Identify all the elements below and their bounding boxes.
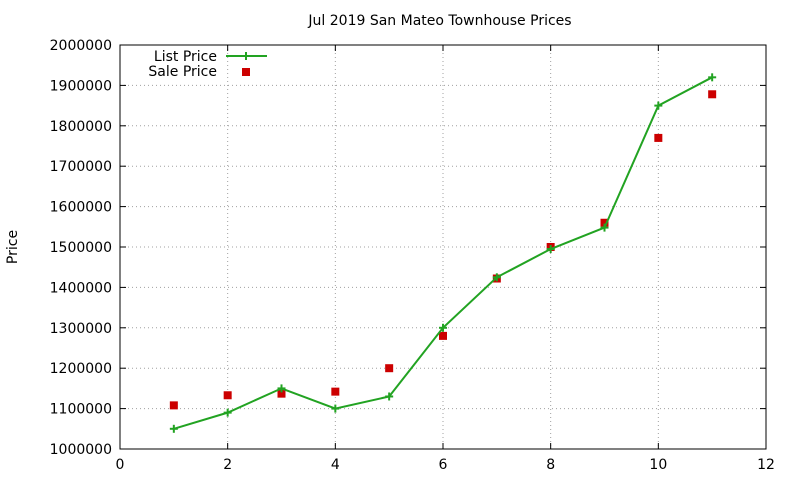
legend-label-sale-price: Sale Price bbox=[148, 64, 217, 80]
y-tick-label: 1900000 bbox=[50, 78, 112, 94]
legend-swatch-list-price-marker bbox=[242, 52, 250, 60]
x-tick-label: 4 bbox=[331, 457, 340, 473]
x-tick-label: 12 bbox=[757, 457, 775, 473]
sale-price-point bbox=[169, 401, 178, 410]
y-tick-label: 2000000 bbox=[50, 38, 112, 54]
list-price-point bbox=[385, 392, 394, 401]
x-tick-label: 2 bbox=[223, 457, 232, 473]
list-price-point bbox=[600, 223, 609, 232]
sale-price-point bbox=[223, 391, 232, 400]
list-price-point bbox=[169, 424, 178, 433]
list-price-point bbox=[546, 245, 555, 254]
chart-title: Jul 2019 San Mateo Townhouse Prices bbox=[307, 13, 571, 29]
x-tick-label: 10 bbox=[649, 457, 667, 473]
grid-lines bbox=[120, 45, 766, 449]
legend-label-list-price: List Price bbox=[154, 49, 217, 65]
y-tick-label: 1700000 bbox=[50, 159, 112, 175]
list-price-point bbox=[654, 101, 663, 110]
y-tick-label: 1300000 bbox=[50, 321, 112, 337]
y-tick-label: 1200000 bbox=[50, 361, 112, 377]
list-price-point bbox=[223, 408, 232, 417]
list-price-point bbox=[439, 323, 447, 332]
y-tick-label: 1600000 bbox=[50, 200, 112, 216]
plot-area bbox=[169, 73, 717, 433]
sale-price-point bbox=[708, 90, 717, 99]
list-price-point bbox=[492, 273, 501, 282]
y-tick-label: 1100000 bbox=[50, 402, 112, 418]
legend-swatch-sale-price bbox=[242, 68, 250, 76]
y-axis-title: Price bbox=[5, 230, 21, 264]
x-axis: 0 2 4 6 8 10 12 bbox=[116, 45, 775, 473]
y-tick-label: 1000000 bbox=[50, 442, 112, 458]
y-tick-label: 1500000 bbox=[50, 240, 112, 256]
y-axis: 1000000 1100000 1200000 1300000 1400000 15000… bbox=[50, 38, 766, 458]
y-tick-label: 1800000 bbox=[50, 119, 112, 135]
y-tick-label: 1400000 bbox=[50, 280, 112, 296]
x-tick-label: 8 bbox=[546, 457, 555, 473]
sale-price-point bbox=[654, 133, 663, 142]
x-tick-label: 0 bbox=[116, 457, 125, 473]
x-tick-label: 6 bbox=[439, 457, 448, 473]
sale-price-point bbox=[331, 387, 340, 396]
sale-price-point bbox=[439, 331, 447, 340]
sale-price-point bbox=[600, 218, 609, 227]
list-price-point bbox=[708, 73, 717, 82]
list-price-point bbox=[277, 384, 286, 393]
list-price-point bbox=[331, 404, 340, 413]
sale-price-point bbox=[277, 389, 286, 398]
sale-price-point bbox=[385, 364, 394, 373]
